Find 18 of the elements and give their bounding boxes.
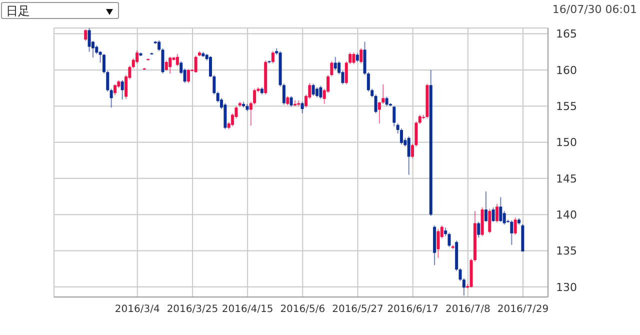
y-tick-label: 150	[556, 136, 577, 150]
y-tick-label: 140	[556, 208, 577, 222]
x-tick-label: 2016/5/27	[332, 304, 384, 316]
y-tick-label: 160	[556, 64, 577, 77]
y-tick-label: 130	[556, 280, 577, 294]
x-tick-label: 2016/4/15	[222, 304, 274, 316]
y-tick-label: 145	[556, 172, 577, 186]
y-tick-label: 165	[556, 28, 577, 41]
text: 日足	[1, 2, 119, 19]
x-tick-label: 2016/5/6	[280, 304, 326, 316]
x-tick-label: 2016/7/8	[445, 304, 490, 316]
y-tick-label: 155	[556, 100, 577, 113]
x-tick-label: 2016/3/25	[166, 304, 218, 316]
x-tick-label: 2016/7/29	[497, 304, 549, 316]
x-tick-label: 2016/3/4	[114, 304, 160, 316]
text: 16/07/30 06:01	[552, 3, 637, 16]
x-tick-label: 2016/6/17	[387, 304, 438, 316]
y-tick-label: 135	[556, 244, 577, 258]
